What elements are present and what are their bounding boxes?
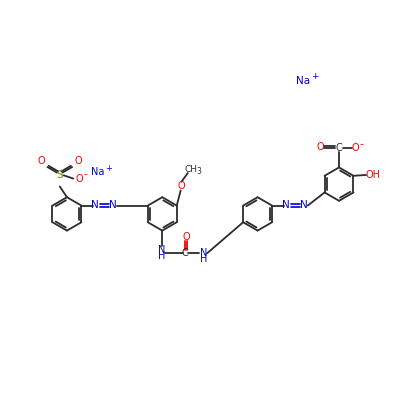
Text: -: - [83, 170, 87, 180]
Text: CH: CH [184, 165, 197, 174]
Text: S: S [56, 170, 63, 180]
Text: +: + [312, 72, 319, 80]
Text: -: - [359, 139, 363, 149]
Text: H: H [200, 254, 207, 264]
Text: N: N [109, 200, 117, 210]
Text: Na: Na [91, 167, 104, 177]
Text: O: O [74, 156, 82, 166]
Text: OH: OH [365, 170, 380, 180]
Text: O: O [352, 142, 360, 152]
Text: O: O [178, 181, 185, 191]
Text: +: + [105, 164, 112, 173]
Text: O: O [76, 174, 84, 184]
Text: O: O [316, 142, 324, 152]
Text: N: N [200, 248, 207, 258]
Text: Na: Na [296, 76, 310, 86]
Text: C: C [336, 142, 342, 152]
Text: N: N [92, 200, 99, 210]
Text: H: H [158, 252, 166, 262]
Text: N: N [282, 200, 290, 210]
Text: 3: 3 [196, 167, 201, 176]
Text: N: N [300, 200, 307, 210]
Text: C: C [182, 248, 189, 258]
Text: N: N [158, 246, 166, 256]
Text: O: O [38, 156, 45, 166]
Text: O: O [182, 232, 190, 242]
